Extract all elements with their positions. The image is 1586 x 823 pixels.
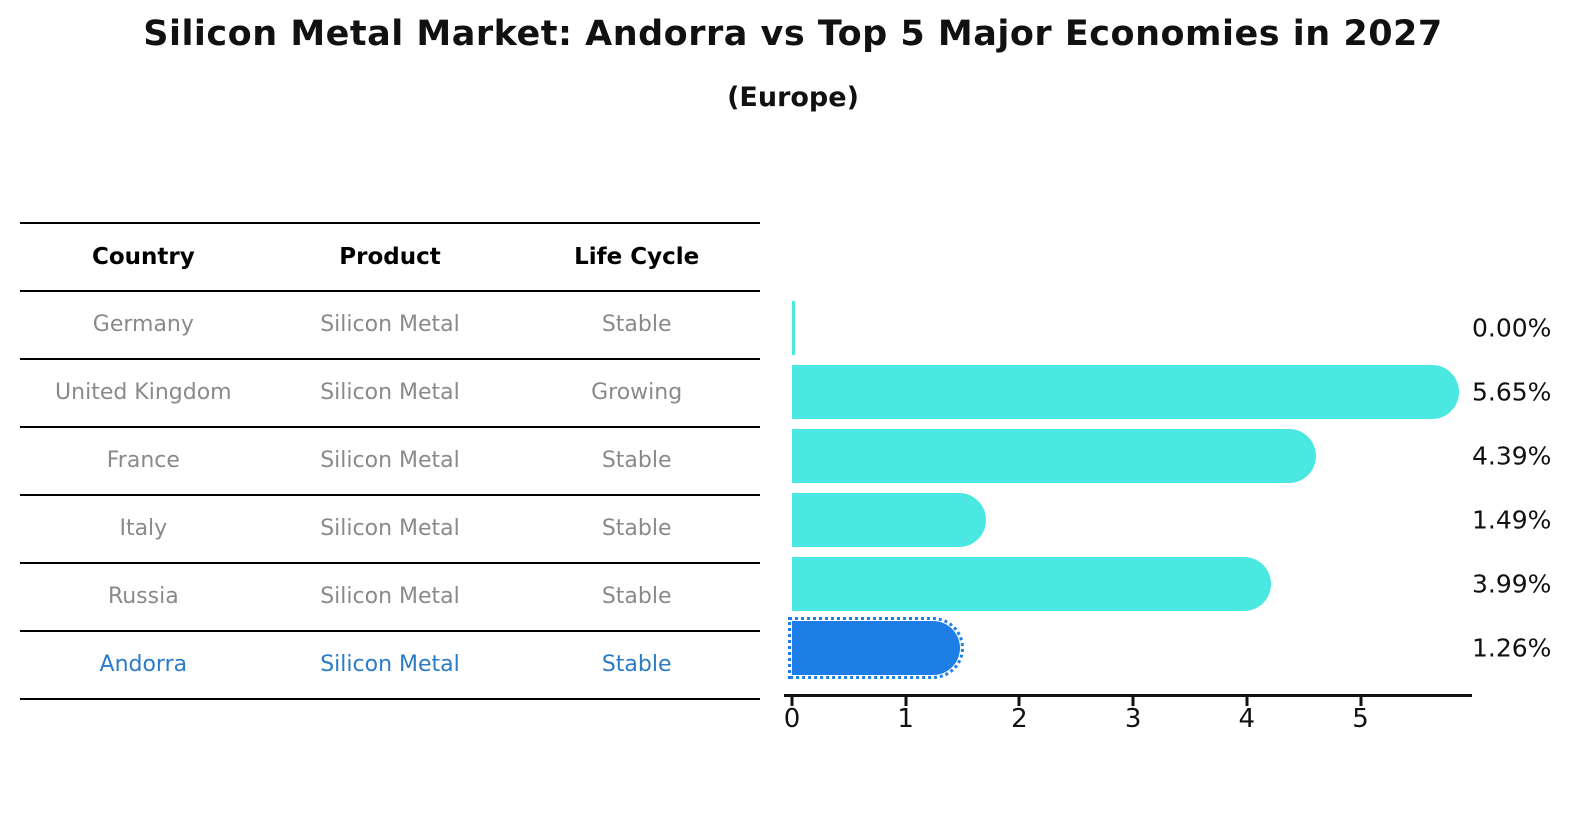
table-cell-product: Silicon Metal xyxy=(320,652,460,677)
table-body: Germany Silicon Metal Stable United Kingdom… xyxy=(20,292,760,700)
table-cell-country: Germany xyxy=(92,312,194,337)
table-row-france: France Silicon Metal Stable xyxy=(20,428,760,496)
x-axis-tick-label-4: 4 xyxy=(1238,704,1256,734)
value-label-andorra: 1.26% xyxy=(1472,633,1552,663)
table-cell-product: Silicon Metal xyxy=(320,380,460,405)
table-row-andorra: Andorra Silicon Metal Stable xyxy=(20,632,760,700)
table-cell-life-cycle: Stable xyxy=(601,448,672,473)
bar-france xyxy=(792,429,1317,483)
table-header-row: Country Product Life Cycle xyxy=(20,224,760,292)
x-axis-tick-label-1: 1 xyxy=(897,704,914,734)
table-cell-life-cycle: Stable xyxy=(601,516,672,541)
table-header-country: Country xyxy=(91,243,195,270)
bar-germany xyxy=(792,301,795,355)
table-row-italy: Italy Silicon Metal Stable xyxy=(20,496,760,564)
x-axis-tick-5 xyxy=(1359,697,1362,706)
bar-italy xyxy=(792,493,987,547)
table-cell-country: France xyxy=(106,448,180,473)
x-axis-tick-label-2: 2 xyxy=(1011,704,1028,734)
chart-title: Silicon Metal Market: Andorra vs Top 5 M… xyxy=(143,14,1443,54)
value-label-france: 4.39% xyxy=(1472,441,1552,471)
x-axis-tick-label-3: 3 xyxy=(1124,704,1142,734)
bar-andorra xyxy=(787,617,965,679)
table-cell-product: Silicon Metal xyxy=(320,584,460,609)
table-cell-life-cycle: Stable xyxy=(601,584,672,609)
table-row-united-kingdom: United Kingdom Silicon Metal Growing xyxy=(20,360,760,428)
table-cell-country: Russia xyxy=(107,584,179,609)
x-axis-tick-1 xyxy=(904,697,908,706)
x-axis-line xyxy=(784,694,1472,697)
value-label-russia: 3.99% xyxy=(1472,569,1552,599)
table-cell-product: Silicon Metal xyxy=(320,516,460,541)
table-cell-product: Silicon Metal xyxy=(320,312,460,337)
table-cell-product: Silicon Metal xyxy=(320,448,460,473)
x-axis-tick-label-5: 5 xyxy=(1352,704,1369,734)
value-label-germany: 0.00% xyxy=(1472,313,1552,343)
comparison-table: Country Product Life Cycle Germany Silico… xyxy=(20,222,760,700)
table-row-germany: Germany Silicon Metal Stable xyxy=(20,292,760,360)
chart-subtitle: (Europe) xyxy=(727,82,859,113)
value-label-italy: 1.49% xyxy=(1472,505,1552,535)
x-axis-tick-label-0: 0 xyxy=(783,704,801,734)
table-header-product: Product xyxy=(339,243,441,270)
table-cell-life-cycle: Growing xyxy=(591,380,683,405)
bar-russia xyxy=(792,557,1271,611)
table-cell-life-cycle: Stable xyxy=(601,312,672,337)
table-cell-life-cycle: Stable xyxy=(601,652,672,677)
value-label-united-kingdom: 5.65% xyxy=(1472,377,1552,407)
table-row-russia: Russia Silicon Metal Stable xyxy=(20,564,760,632)
table-cell-country: United Kingdom xyxy=(55,380,232,405)
x-axis-tick-4 xyxy=(1245,697,1249,706)
table-header-life-cycle: Life Cycle xyxy=(574,243,700,270)
table-cell-country: Italy xyxy=(119,516,168,541)
x-axis-tick-3 xyxy=(1131,697,1135,706)
x-axis-tick-2 xyxy=(1017,697,1021,706)
table-cell-country: Andorra xyxy=(99,652,188,677)
bar-united-kingdom xyxy=(792,365,1460,419)
x-axis-tick-0 xyxy=(790,697,794,706)
